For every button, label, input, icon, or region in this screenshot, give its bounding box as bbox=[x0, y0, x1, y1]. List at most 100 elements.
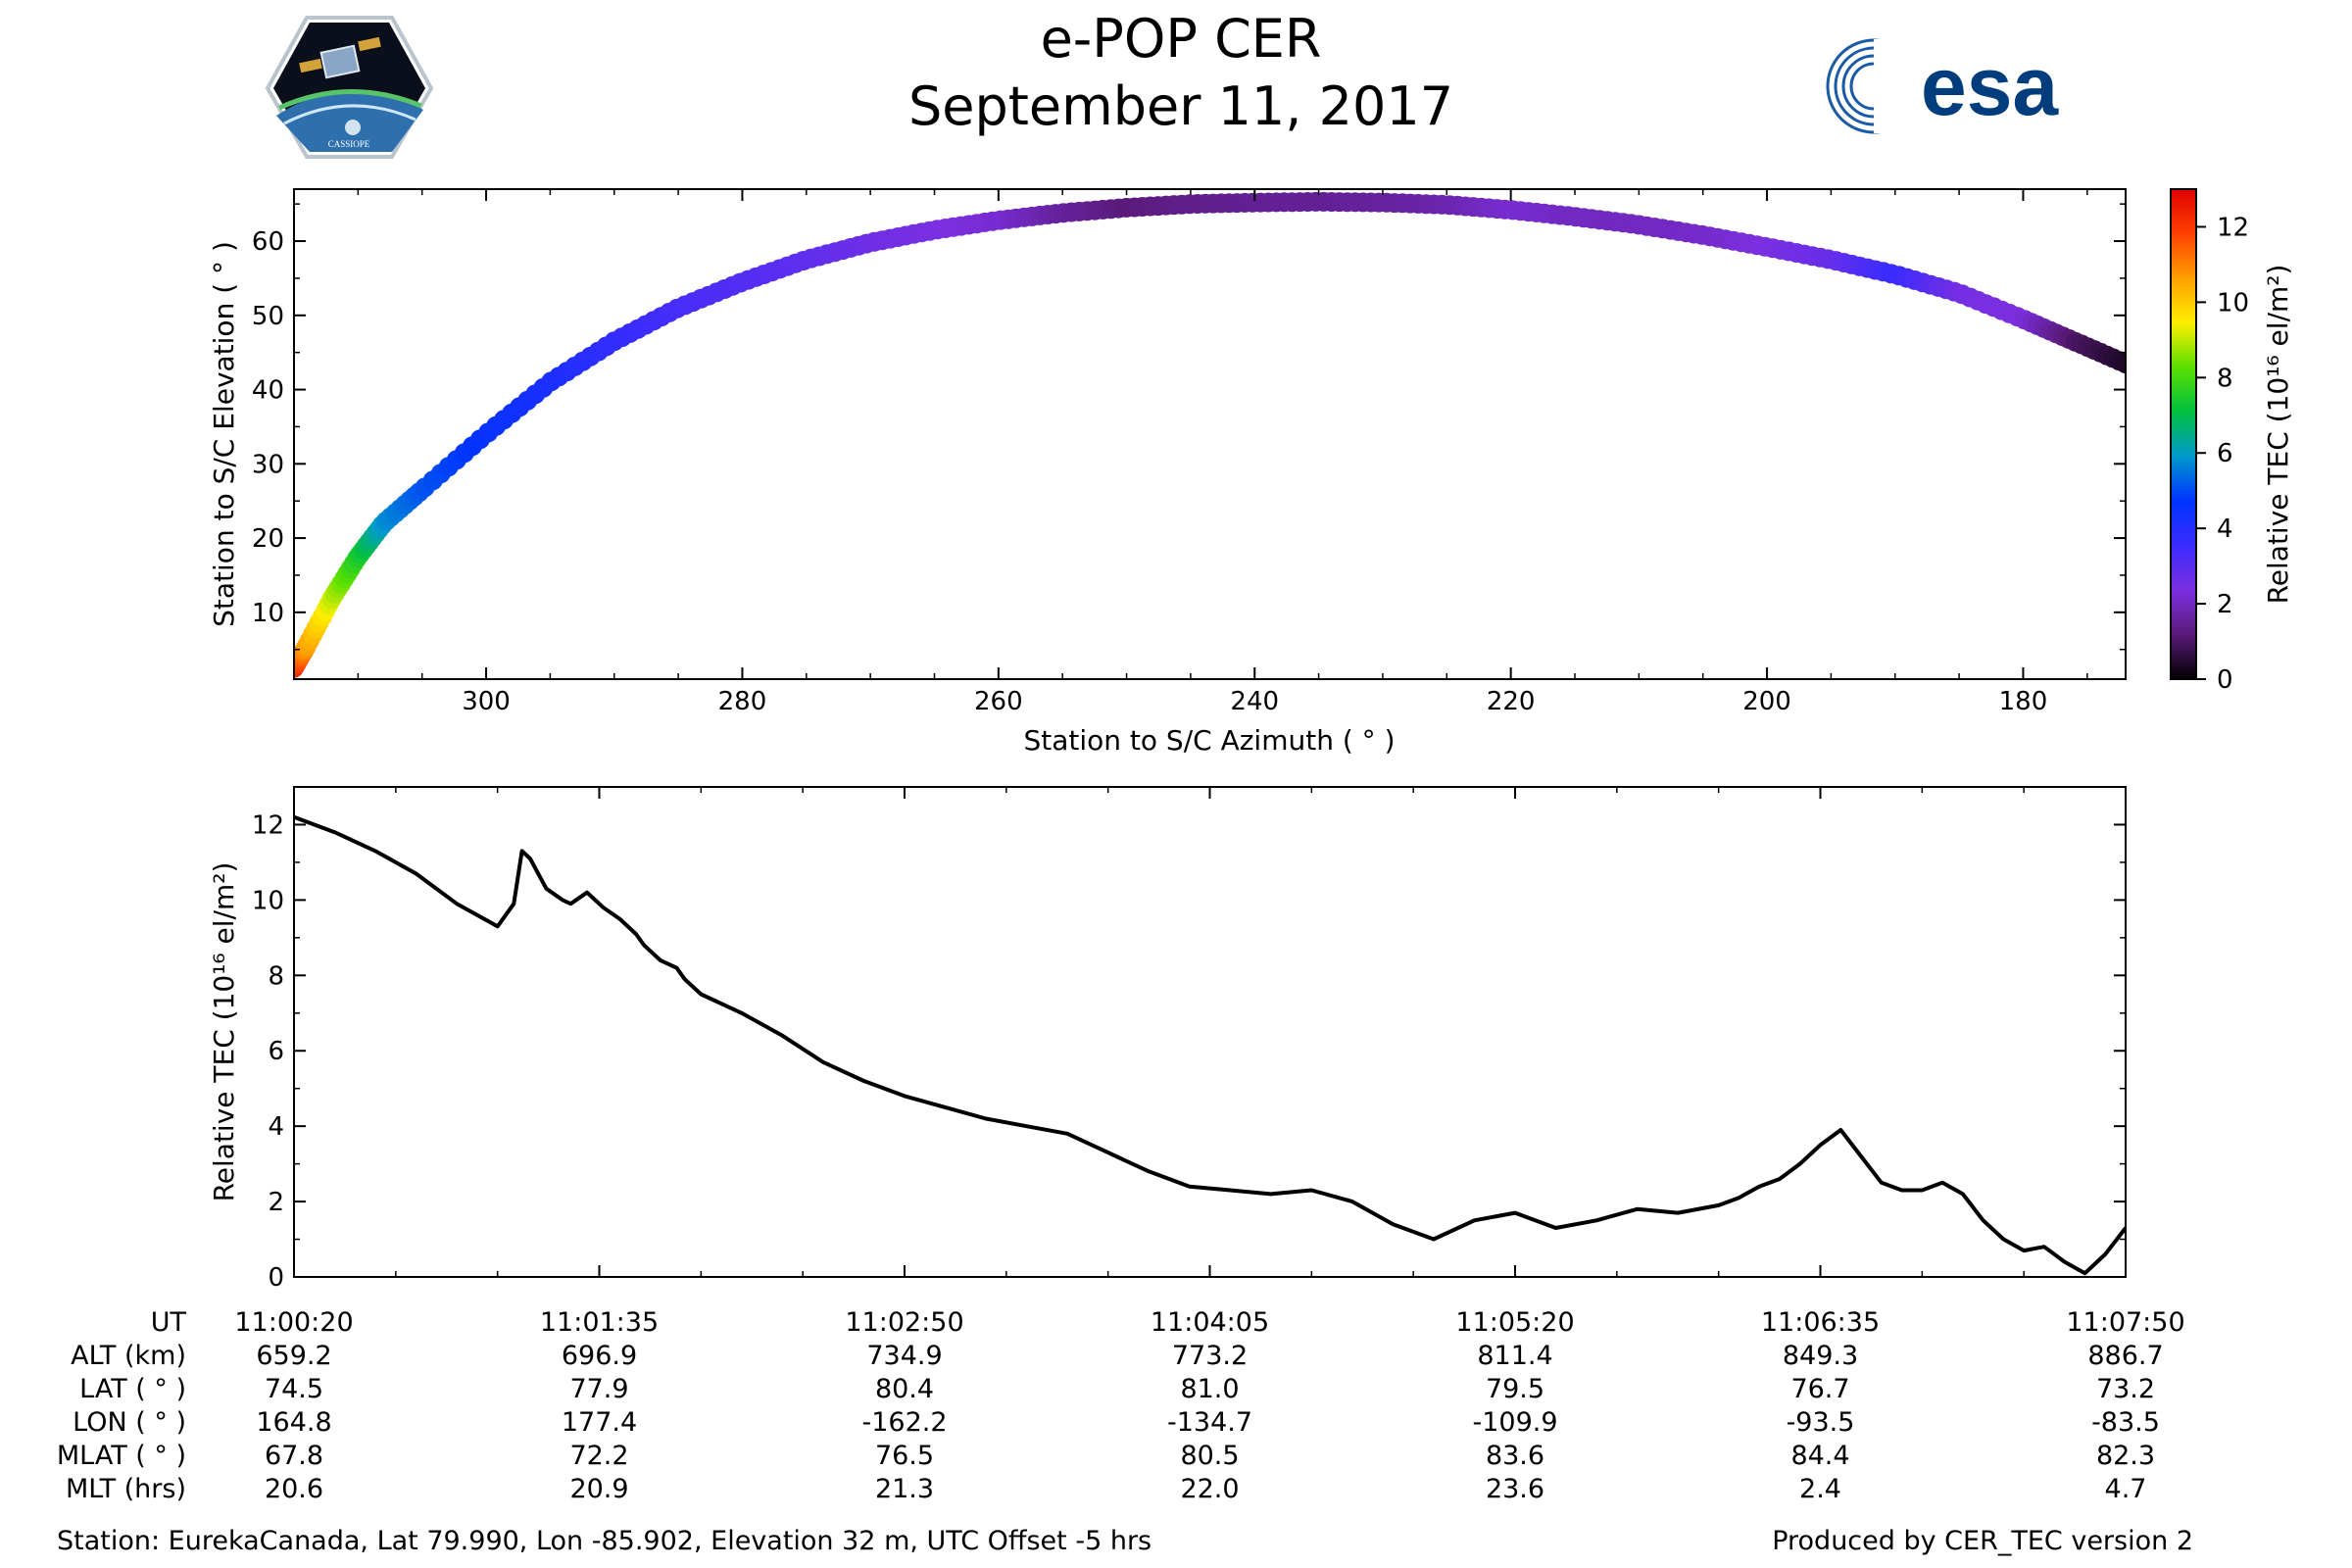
table-row-label: ALT (km) bbox=[71, 1341, 186, 1371]
y-tick-label: 20 bbox=[252, 524, 284, 554]
top-plot-frame bbox=[293, 188, 2127, 680]
colorbar-tick-label: 6 bbox=[2217, 439, 2233, 468]
station-info: Station: EurekaCanada, Lat 79.990, Lon -… bbox=[57, 1526, 1152, 1556]
tec-series-line bbox=[294, 814, 2126, 1276]
table-cell: 20.6 bbox=[265, 1474, 323, 1504]
table-cell: 81.0 bbox=[1180, 1374, 1239, 1404]
esa-logo-icon: esa bbox=[1826, 38, 2059, 134]
table-cell: 177.4 bbox=[562, 1407, 637, 1438]
y-tick-label: 0 bbox=[268, 1263, 284, 1293]
y-tick-label: 30 bbox=[252, 450, 284, 479]
orbit-parameter-table: UT 11:00:20 11:01:35 11:02:50 11:04:05 11:05:… bbox=[57, 1307, 2185, 1504]
top-y-axis-label: Station to S/C Elevation ( ° ) bbox=[208, 241, 240, 627]
table-cell: 72.2 bbox=[569, 1441, 628, 1471]
table-cell: 80.4 bbox=[875, 1374, 934, 1404]
esa-logo-text: esa bbox=[1921, 40, 2059, 132]
table-cell: 11:04:05 bbox=[1151, 1307, 1269, 1338]
bottom-plot-ticks: 0 2 4 6 8 10 12 bbox=[252, 787, 2127, 1293]
colorbar-bar bbox=[2170, 188, 2197, 680]
table-cell: 773.2 bbox=[1172, 1341, 1248, 1371]
y-tick-label: 50 bbox=[252, 302, 284, 331]
y-tick-label: 2 bbox=[268, 1188, 284, 1217]
logo-text: CASSIOPE bbox=[328, 139, 370, 149]
table-cell: -83.5 bbox=[2091, 1407, 2160, 1438]
table-cell: 2.4 bbox=[1799, 1474, 1841, 1504]
elevation-azimuth-plot: 300 280 260 240 220 200 180 10 20 30 40 50 60 Statio… bbox=[208, 188, 2127, 757]
table-cell: 4.7 bbox=[2105, 1474, 2147, 1504]
table-cell: 84.4 bbox=[1790, 1441, 1849, 1471]
table-cell: 21.3 bbox=[875, 1474, 934, 1504]
bottom-plot-frame bbox=[293, 786, 2127, 1278]
table-row-label: LAT ( ° ) bbox=[79, 1374, 186, 1404]
top-x-axis-label: Station to S/C Azimuth ( ° ) bbox=[1023, 724, 1395, 757]
table-cell: 77.9 bbox=[569, 1374, 628, 1404]
table-cell: 811.4 bbox=[1477, 1341, 1552, 1371]
table-cell: 79.5 bbox=[1486, 1374, 1544, 1404]
table-cell: 11:05:20 bbox=[1455, 1307, 1574, 1338]
table-cell: 11:07:50 bbox=[2066, 1307, 2184, 1338]
colorbar-tick-label: 4 bbox=[2217, 514, 2233, 544]
bottom-y-axis-label: Relative TEC (10¹⁶ el/m²) bbox=[208, 862, 240, 1202]
colorbar-tick-label: 10 bbox=[2217, 288, 2249, 318]
x-tick-label: 280 bbox=[718, 687, 767, 716]
colorbar-tick-label: 0 bbox=[2217, 665, 2233, 695]
table-cell: 67.8 bbox=[265, 1441, 323, 1471]
y-tick-label: 10 bbox=[252, 886, 284, 915]
track-points bbox=[294, 191, 2126, 678]
x-tick-label: 300 bbox=[462, 687, 511, 716]
y-tick-label: 4 bbox=[268, 1112, 284, 1142]
table-row-label: MLAT ( ° ) bbox=[57, 1441, 186, 1471]
table-cell: -134.7 bbox=[1167, 1407, 1252, 1438]
tec-time-plot: 0 2 4 6 8 10 12 Relative TEC (10¹⁶ el/m²) bbox=[208, 786, 2127, 1293]
colorbar-tick-label: 12 bbox=[2217, 213, 2249, 242]
table-cell: 82.3 bbox=[2096, 1441, 2155, 1471]
table-row-label: LON ( ° ) bbox=[73, 1407, 186, 1438]
table-cell: -162.2 bbox=[861, 1407, 947, 1438]
table-cell: 164.8 bbox=[256, 1407, 331, 1438]
table-cell: -93.5 bbox=[1787, 1407, 1855, 1438]
table-cell: 23.6 bbox=[1486, 1474, 1544, 1504]
y-tick-label: 8 bbox=[268, 961, 284, 991]
colorbar-label: Relative TEC (10¹⁶ el/m²) bbox=[2262, 265, 2294, 605]
x-tick-label: 240 bbox=[1230, 687, 1279, 716]
table-cell: 11:01:35 bbox=[540, 1307, 659, 1338]
table-cell: 659.2 bbox=[256, 1341, 331, 1371]
table-row-label: UT bbox=[151, 1307, 187, 1338]
table-cell: 11:02:50 bbox=[845, 1307, 963, 1338]
x-tick-label: 260 bbox=[974, 687, 1023, 716]
table-cell: 11:06:35 bbox=[1761, 1307, 1880, 1338]
top-plot-ticks: 300 280 260 240 220 200 180 10 20 30 40 50 60 bbox=[252, 189, 2126, 716]
produced-by: Produced by CER_TEC version 2 bbox=[1772, 1526, 2193, 1556]
y-tick-label: 6 bbox=[268, 1037, 284, 1066]
colorbar-tick-label: 2 bbox=[2217, 590, 2233, 619]
colorbar: 0 2 4 6 8 10 12 Relative TEC (10¹⁶ el/m²) bbox=[2170, 188, 2294, 695]
table-cell: 20.9 bbox=[569, 1474, 628, 1504]
colorbar-tick-label: 8 bbox=[2217, 364, 2233, 393]
table-cell: -109.9 bbox=[1472, 1407, 1557, 1438]
figure-title: e-POP CER bbox=[1041, 8, 1322, 70]
y-tick-label: 60 bbox=[252, 227, 284, 257]
table-cell: 83.6 bbox=[1486, 1441, 1544, 1471]
table-cell: 849.3 bbox=[1783, 1341, 1858, 1371]
table-cell: 734.9 bbox=[866, 1341, 942, 1371]
y-tick-label: 40 bbox=[252, 376, 284, 406]
table-cell: 76.5 bbox=[875, 1441, 934, 1471]
table-cell: 80.5 bbox=[1180, 1441, 1239, 1471]
table-cell: 22.0 bbox=[1180, 1474, 1239, 1504]
x-tick-label: 200 bbox=[1742, 687, 1791, 716]
table-cell: 76.7 bbox=[1790, 1374, 1849, 1404]
colorbar-ticks: 0 2 4 6 8 10 12 bbox=[2196, 213, 2249, 695]
track-point bbox=[2116, 354, 2126, 373]
table-cell: 74.5 bbox=[265, 1374, 323, 1404]
table-cell: 696.9 bbox=[562, 1341, 637, 1371]
cassiope-mission-patch-icon: CASSIOPE bbox=[265, 16, 434, 159]
x-tick-label: 180 bbox=[1999, 687, 2048, 716]
y-tick-label: 10 bbox=[252, 599, 284, 628]
table-row-label: MLT (hrs) bbox=[66, 1474, 186, 1504]
table-cell: 73.2 bbox=[2096, 1374, 2155, 1404]
y-tick-label: 12 bbox=[252, 810, 284, 840]
table-cell: 886.7 bbox=[2087, 1341, 2163, 1371]
x-tick-label: 220 bbox=[1487, 687, 1536, 716]
figure-date: September 11, 2017 bbox=[908, 75, 1453, 137]
